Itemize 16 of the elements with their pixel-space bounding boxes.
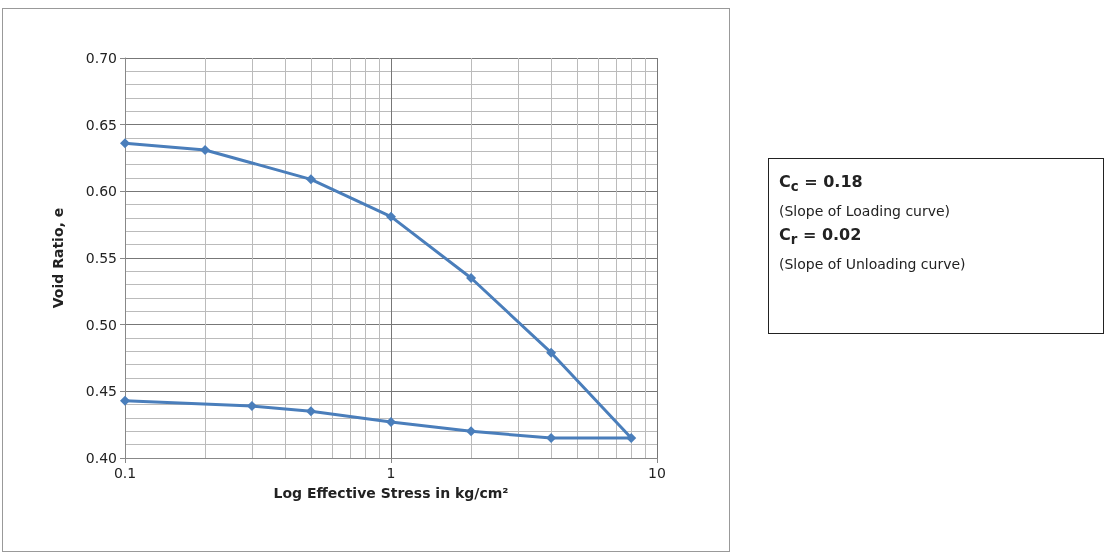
text: (Slope of Loading curve) — [779, 202, 952, 221]
text: C$_{r}$ = 0.02 — [779, 225, 863, 250]
x-tick-label: 10 — [648, 465, 666, 481]
x-tick-label: 0.1 — [113, 465, 137, 481]
y-tick-label: 0.60 — [85, 183, 117, 200]
y-axis-title: Void Ratio, e — [50, 207, 66, 309]
text: C$_{c}$ = 0.18 — [779, 172, 864, 197]
x-axis-title: Log Effective Stress in kg/cm² — [273, 485, 509, 501]
x-tick-label: 1 — [386, 465, 396, 481]
y-tick-label: 0.40 — [85, 450, 117, 466]
text: (Slope of Unloading curve) — [779, 255, 967, 274]
y-tick-label: 0.70 — [85, 50, 117, 66]
y-tick-label: 0.50 — [85, 316, 117, 333]
y-tick-label: 0.55 — [85, 250, 117, 266]
y-tick-label: 0.45 — [85, 383, 117, 400]
y-tick-label: 0.65 — [85, 116, 117, 133]
